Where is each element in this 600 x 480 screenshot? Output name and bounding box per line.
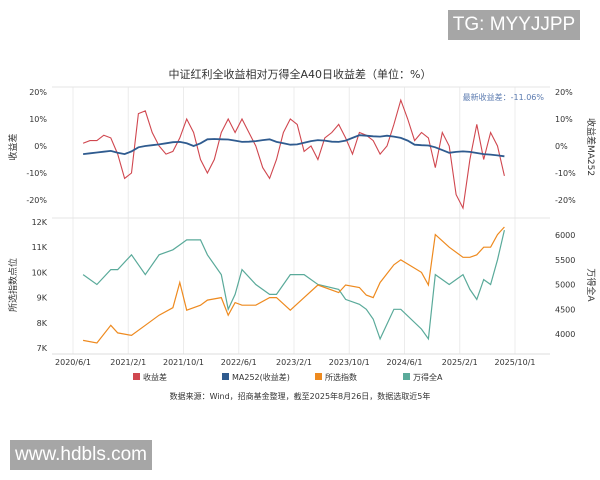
y-tick-left: 11K <box>32 243 48 252</box>
y-tick-left: 8K <box>37 319 48 328</box>
y-tick-left: 7K <box>37 344 48 353</box>
x-tick-label: 2021/2/1 <box>110 358 146 367</box>
x-tick-label: 2023/2/1 <box>276 358 312 367</box>
legend-swatch <box>403 373 410 380</box>
y-tick-left: 10K <box>32 268 48 277</box>
legend-label: 所选指数 <box>325 372 357 382</box>
series-wind-a-line <box>82 229 505 341</box>
y-tick-left: -10% <box>26 169 47 178</box>
y-tick-left: 12K <box>32 218 48 227</box>
y-tick-left: -20% <box>26 196 47 205</box>
y-tick-right: 5500 <box>555 256 575 265</box>
y-tick-left: 10% <box>29 115 47 124</box>
series-spread-line <box>82 98 505 210</box>
legend-swatch <box>133 373 140 380</box>
x-tick-label: 2020/6/1 <box>55 358 91 367</box>
x-tick-label: 2025/2/1 <box>442 358 478 367</box>
watermark-site: www.hdbls.com <box>10 440 152 470</box>
y-tick-right: -10% <box>555 169 576 178</box>
x-tick-label: 2025/10/1 <box>494 358 535 367</box>
series-index-line <box>82 226 505 344</box>
legend: 收益差 MA252(收益差) 所选指数 万得全A <box>133 372 443 382</box>
legend-swatch <box>315 373 322 380</box>
y-label-right-top: 收益差MA252 <box>585 118 597 176</box>
y-label-right-bottom: 万得全A <box>585 268 597 302</box>
x-tick-label: 2023/10/1 <box>329 358 370 367</box>
y-tick-right: 0% <box>555 142 568 151</box>
y-tick-left: 20% <box>29 88 47 97</box>
y-tick-right: -20% <box>555 196 576 205</box>
source-note: 数据来源：Wind，招商基金整理，截至2025年8月26日，数据选取近5年 <box>170 391 431 401</box>
y-tick-right: 4000 <box>555 330 575 339</box>
legend-label: 万得全A <box>413 372 443 382</box>
y-tick-right: 10% <box>555 115 573 124</box>
y-tick-right: 20% <box>555 88 573 97</box>
y-label-left-bottom: 所选指数点位 <box>7 258 19 312</box>
annotation: 最新收益差：-11.06% <box>463 92 545 102</box>
series-ma252-line <box>82 134 505 158</box>
x-tick-label: 2021/10/1 <box>163 358 204 367</box>
y-tick-right: 5000 <box>555 281 575 290</box>
chart-title: 中证红利全收益相对万得全A40日收益差（单位：%） <box>169 67 432 81</box>
watermark-tg: TG: MYYJJPP <box>448 10 580 40</box>
x-tick-label: 2022/6/1 <box>221 358 257 367</box>
x-tick-label: 2024/6/1 <box>387 358 423 367</box>
y-tick-left: 9K <box>37 294 48 303</box>
y-tick-right: 4500 <box>555 305 575 314</box>
y-tick-right: 6000 <box>555 231 575 240</box>
y-tick-left: 0% <box>34 142 47 151</box>
legend-label: MA252(收益差) <box>232 372 290 382</box>
legend-swatch <box>222 373 229 380</box>
legend-label: 收益差 <box>143 372 167 382</box>
y-label-left-top: 收益差 <box>7 133 19 160</box>
